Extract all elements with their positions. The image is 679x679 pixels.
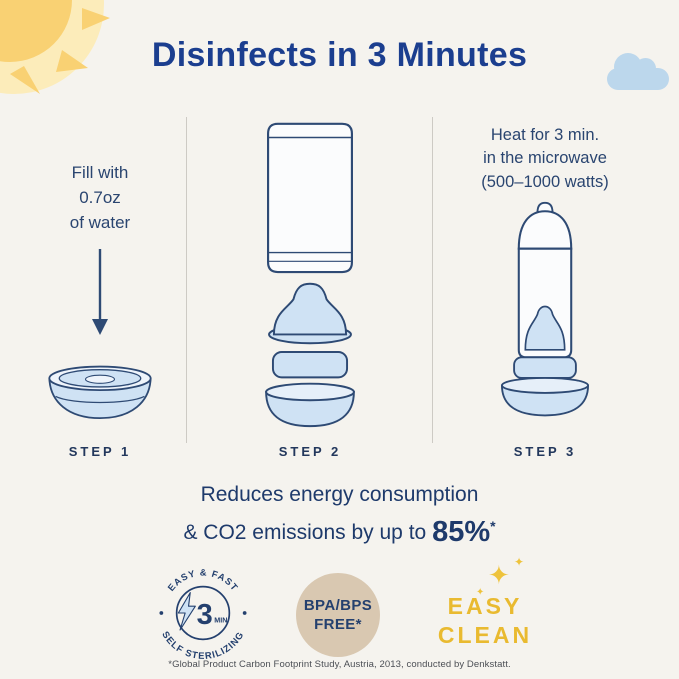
step-3-column: Heat for 3 min. in the microwave (500–10…: [450, 124, 640, 421]
column-divider: [432, 117, 433, 443]
instruction-line: Fill with: [71, 163, 129, 182]
bpa-line-1: BPA/BPS: [303, 596, 373, 614]
claim-percent: 85%: [432, 515, 491, 548]
bottle-base: [500, 377, 590, 417]
column-divider: [186, 117, 187, 443]
step-2-label: STEP 2: [278, 444, 342, 459]
bottle-parts-illustration: [265, 122, 355, 428]
claim-line-1: Reduces energy consumption: [200, 483, 479, 506]
sun-icon: [0, 0, 110, 94]
cloud-icon: [607, 53, 669, 90]
step-1-instruction: Fill with 0.7oz of water: [70, 160, 130, 235]
bottle-teat: [268, 282, 352, 345]
step-3-label: STEP 3: [513, 444, 577, 459]
step-1-column: Fill with 0.7oz of water: [22, 160, 178, 429]
easy-clean-line-1: EASY: [447, 593, 523, 619]
claim: Reduces energy consumption & CO2 emissio…: [0, 479, 679, 554]
instruction-line: 0.7oz: [79, 188, 121, 208]
bottle-cap: [517, 202, 573, 250]
badge-dot: [159, 611, 164, 615]
sterilizing-badge: EASY & FAST SELF STERILIZING 3 MIN: [159, 568, 247, 661]
bpa-badge: BPA/BPS FREE*: [296, 573, 380, 657]
easy-clean-line-2: CLEAN: [437, 621, 533, 648]
step-1-label: STEP 1: [68, 444, 132, 459]
claim-note-symbol: *: [490, 517, 496, 534]
assembled-bottle-illustration: [500, 202, 590, 417]
bottle-ring: [513, 356, 577, 380]
sterilizer-bowl-illustration: [48, 366, 152, 420]
bottle-base: [265, 382, 355, 428]
instruction-line: Heat for 3 min.: [490, 126, 600, 144]
step-2-column: [232, 118, 388, 430]
badge-arc-bottom-text: SELF STERILIZING: [160, 630, 246, 661]
claim-line-2: & CO2 emissions by up to 85%*: [0, 511, 679, 555]
instruction-line: (500–1000 watts): [481, 172, 609, 191]
teat-inside: [524, 305, 566, 351]
page-title: Disinfects in 3 Minutes: [151, 36, 528, 74]
instruction-line: in the microwave: [483, 149, 607, 168]
down-arrow-icon: [92, 249, 108, 336]
instruction-line: of water: [69, 213, 131, 233]
easy-clean-badge: EASY CLEAN: [420, 592, 550, 650]
badge-number: 3: [197, 599, 213, 631]
bowl-water: [48, 366, 152, 392]
step-3-instruction: Heat for 3 min. in the microwave (500–10…: [481, 124, 609, 194]
badge-arc-top-text: EASY & FAST: [166, 568, 240, 594]
badge-inner-circle: [175, 585, 231, 641]
bottle-body: [267, 122, 353, 274]
sparkle-icon: ✦: [488, 560, 510, 590]
badge-unit: MIN: [214, 615, 227, 624]
bpa-line-2: FREE*: [314, 616, 362, 633]
badge-dot: [242, 611, 247, 615]
footnote: *Global Product Carbon Footprint Study, …: [168, 659, 511, 670]
sparkle-icon: ✦: [514, 555, 525, 569]
bottle-ring: [271, 351, 349, 379]
lightning-bolt-icon: [177, 592, 196, 631]
sparkle-icon: ✦: [476, 587, 485, 598]
claim-line-2-text: & CO2 emissions by up to: [183, 520, 427, 544]
